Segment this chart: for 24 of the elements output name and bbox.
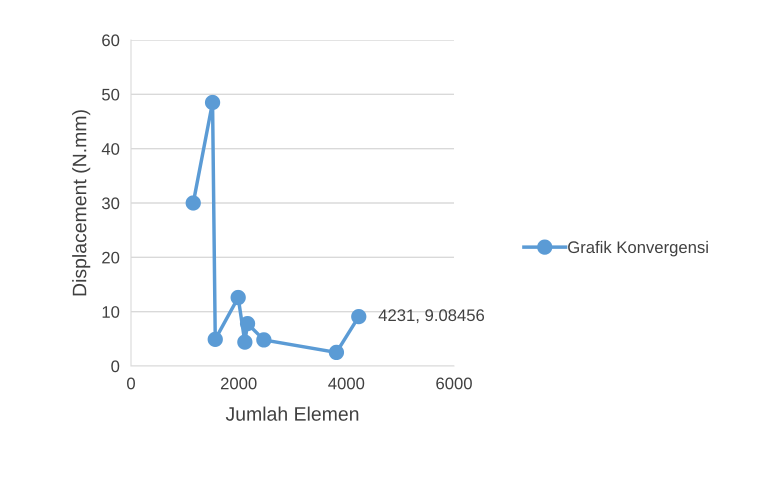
y-tick-label: 50 [102, 88, 120, 101]
y-tick-label: 10 [102, 306, 120, 318]
point [204, 94, 220, 110]
annotation: 4231, 9.08456 [378, 309, 484, 324]
point [351, 309, 366, 324]
y-axis-title: Displacement (N.mm) [72, 110, 90, 296]
point [230, 290, 246, 306]
point [328, 344, 344, 360]
legend-label: Grafik Konvergensi [568, 240, 708, 256]
x-tick-label: 0 [127, 378, 135, 390]
point [186, 195, 201, 211]
x-tick-label: 6000 [436, 378, 472, 390]
x-axis-title: Jumlah Elemen [226, 406, 358, 421]
x-tick-label: 2000 [220, 378, 257, 390]
x-tick-label: 4000 [328, 378, 364, 390]
y-tick-label: 40 [102, 143, 120, 155]
point [208, 332, 223, 348]
point [256, 332, 272, 348]
y-tick-label: 60 [102, 34, 120, 46]
point [240, 316, 256, 332]
y-tick-label: 30 [102, 197, 120, 210]
y-tick-label: 20 [102, 252, 120, 264]
y-tick-label: 0 [111, 360, 120, 372]
point [237, 334, 252, 350]
